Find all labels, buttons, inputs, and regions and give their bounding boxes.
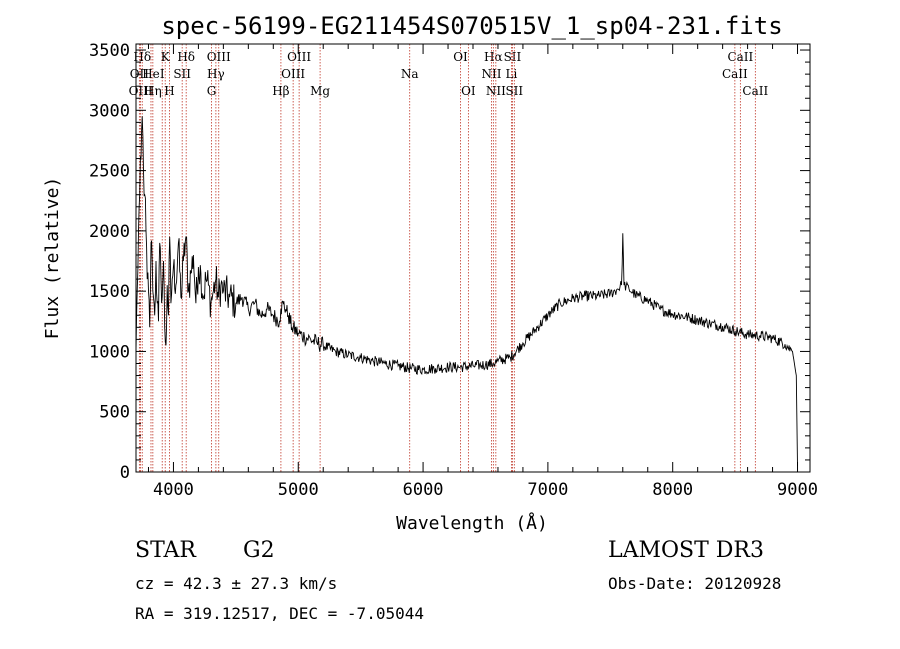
y-tick-label: 3000: [89, 101, 130, 121]
spectral-line-label: NII: [486, 84, 506, 98]
x-tick-label: 5000: [278, 480, 319, 500]
spectral-line-label: Hα: [484, 50, 503, 64]
spectral-line-label: CaII: [722, 67, 748, 81]
object-class: STAR: [135, 538, 196, 563]
spectral-line-label: K: [161, 50, 171, 64]
y-tick-label: 3500: [89, 41, 130, 61]
redshift-cz: cz = 42.3 ± 27.3 km/s: [135, 574, 338, 593]
spectrum-series: [135, 116, 798, 467]
spectral-line-label: OI: [461, 84, 476, 98]
y-tick-label: 500: [99, 403, 130, 423]
y-axis-label: Flux (relative): [42, 177, 63, 340]
y-tick-label: 0: [120, 463, 130, 483]
plot-frame: [135, 43, 811, 473]
spectral-line-label: CaII: [727, 50, 753, 64]
y-tick-label: 1500: [89, 282, 130, 302]
spectral-line-label: H: [164, 84, 174, 98]
observation-date: Obs-Date: 20120928: [608, 574, 782, 593]
spectral-line-label: CaII: [742, 84, 768, 98]
spectral-line-label: G: [207, 84, 217, 98]
object-subclass: G2: [243, 538, 275, 563]
spectral-line-label: SII: [505, 84, 523, 98]
y-tick-label: 2000: [89, 222, 130, 242]
axes: 4000 5000 6000 7000 8000 9000 0 500 1000 1500 2000…: [89, 41, 818, 500]
spectral-line-label: OIII: [287, 50, 311, 64]
spectral-line-label: Mg: [310, 84, 330, 98]
spectral-line-label: OI: [453, 50, 468, 64]
y-tick-label: 1000: [89, 342, 130, 362]
spectral-line-label: Hδ: [177, 50, 195, 64]
spectral-line-label: I: [160, 67, 165, 81]
spectral-line-label: SII: [173, 67, 191, 81]
spectral-line-label: He: [142, 67, 160, 81]
spectral-line-label: Hη: [144, 84, 162, 98]
survey-name: LAMOST DR3: [608, 538, 764, 563]
spectral-line-label: OIII: [281, 67, 305, 81]
x-tick-label: 9000: [777, 480, 818, 500]
ra-dec-coordinates: RA = 319.12517, DEC = -7.05044: [135, 604, 424, 623]
spectral-line-label: Li: [506, 67, 518, 81]
spectral-line-label: Hγ: [207, 67, 225, 81]
y-tick-label: 2500: [89, 162, 130, 182]
spectral-line-label: OIII: [129, 84, 153, 98]
spectrum-line: [135, 116, 798, 467]
chart-title: spec-56199-EG211454S070515V_1_sp04-231.f…: [161, 12, 782, 40]
spectral-line-label: SII: [504, 50, 522, 64]
spectral-line-label: NII: [481, 67, 501, 81]
spectral-line-label: Hβ: [272, 84, 289, 98]
x-tick-label: 6000: [403, 480, 444, 500]
spectral-line-label: Hδ: [133, 50, 151, 64]
x-tick-label: 8000: [652, 480, 693, 500]
spectral-line-label: Na: [401, 67, 419, 81]
x-tick-label: 4000: [153, 480, 194, 500]
x-tick-label: 7000: [527, 480, 568, 500]
spectral-line-label: OIII: [207, 50, 231, 64]
x-axis-label: Wavelength (Å): [396, 512, 548, 534]
